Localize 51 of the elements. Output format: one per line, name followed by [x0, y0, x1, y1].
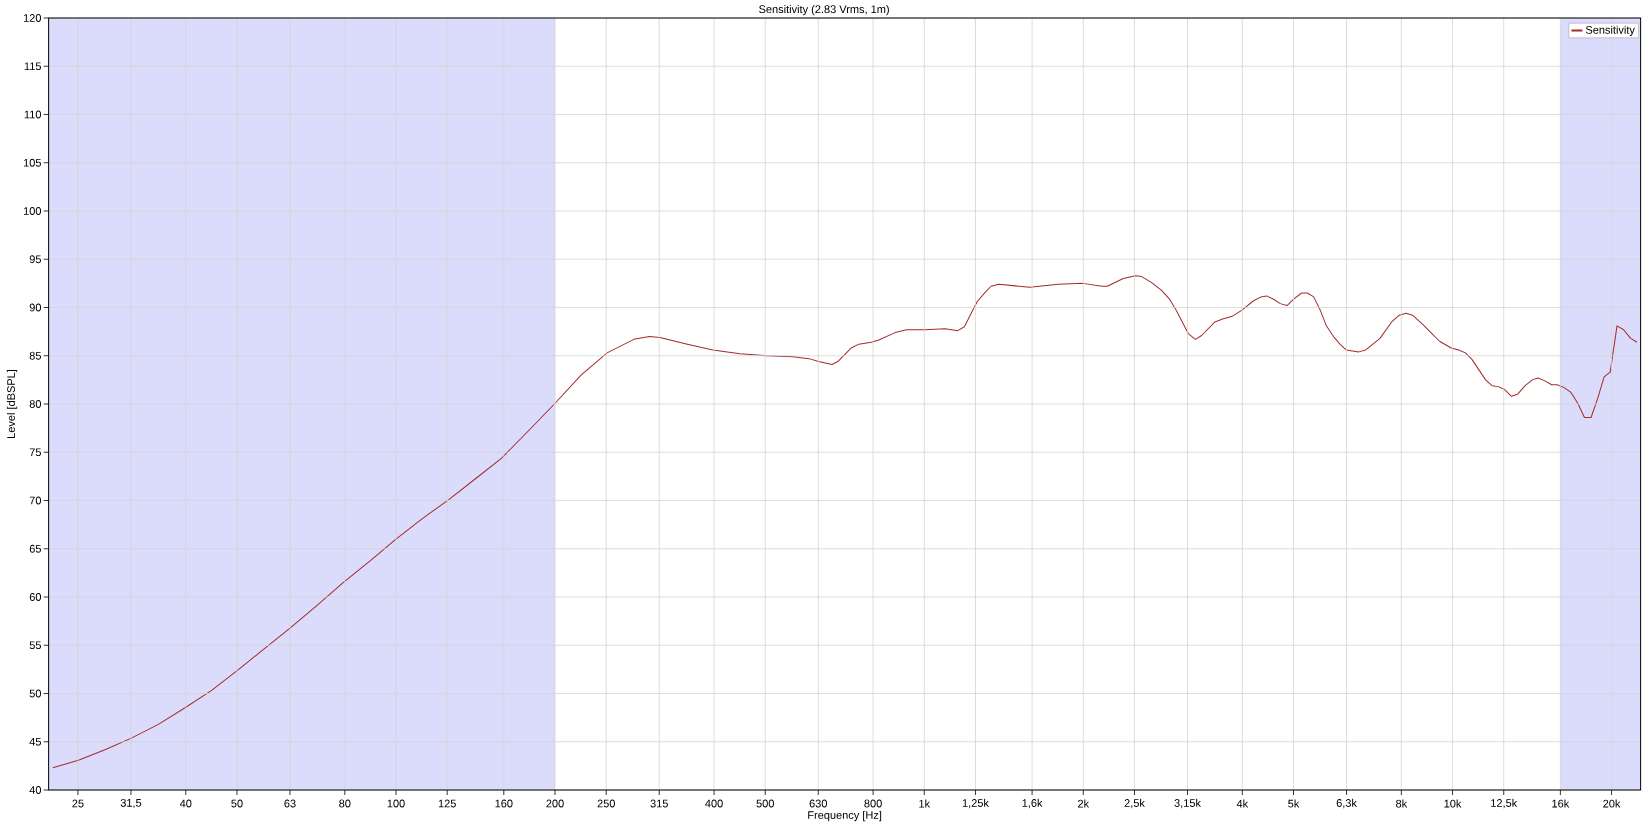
- y-tick-label: 70: [29, 496, 42, 505]
- x-tick-label: 10k: [1444, 799, 1462, 808]
- x-tick-label: 1,25k: [962, 798, 989, 809]
- y-tick-label: 110: [24, 110, 42, 119]
- x-tick-label: 800: [864, 799, 882, 808]
- x-tick-label: 80: [339, 799, 351, 808]
- x-tick-label: 1,6k: [1022, 798, 1043, 809]
- y-axis-title: Level [dBSPL]: [6, 369, 18, 438]
- x-tick-label: 200: [546, 799, 564, 808]
- x-tick-label: 160: [495, 799, 513, 808]
- y-tick-label: 120: [23, 14, 42, 22]
- x-tick-label: 4k: [1236, 799, 1249, 808]
- y-tick-label: 60: [29, 593, 42, 601]
- x-tick-label: 5k: [1288, 799, 1300, 808]
- y-tick-label: 100: [23, 207, 42, 215]
- x-tick-label: 3,15k: [1174, 798, 1201, 809]
- y-tick-label: 90: [29, 303, 42, 312]
- legend-label: Sensitivity: [1585, 25, 1635, 36]
- y-tick-label: 115: [24, 62, 41, 71]
- x-tick-label: 8k: [1396, 799, 1408, 808]
- y-tick-label: 40: [29, 786, 42, 794]
- x-tick-label: 63: [284, 799, 296, 808]
- x-tick-label: 125: [438, 799, 456, 808]
- x-tick-label: 400: [705, 799, 723, 808]
- y-tick-label: 85: [29, 351, 41, 360]
- y-tick-label: 95: [29, 255, 41, 264]
- x-tick-label: 25: [72, 799, 84, 808]
- y-tick-label: 55: [29, 641, 41, 650]
- x-tick-label: 630: [809, 799, 827, 808]
- x-tick-label: 2,5k: [1124, 798, 1145, 809]
- x-tick-label: 20k: [1603, 799, 1621, 808]
- x-tick-label: 50: [231, 799, 243, 808]
- chart-title: Sensitivity (2.83 Vrms, 1m): [759, 5, 889, 16]
- x-tick-label: 12,5k: [1491, 798, 1518, 809]
- x-tick-label: 1k: [919, 799, 931, 808]
- x-tick-label: 2k: [1078, 799, 1090, 808]
- x-tick-label: 500: [756, 799, 774, 808]
- y-tick-label: 105: [23, 158, 41, 167]
- x-tick-label: 16k: [1552, 799, 1570, 808]
- x-axis-title: Frequency [Hz]: [808, 810, 882, 822]
- y-tick-label: 50: [29, 689, 42, 698]
- y-tick-label: 75: [29, 448, 41, 457]
- y-tick-label: 45: [29, 737, 41, 746]
- x-tick-label: 100: [387, 799, 405, 808]
- x-tick-label: 6,3k: [1336, 798, 1357, 809]
- y-tick-label: 80: [29, 400, 42, 408]
- x-tick-label: 40: [179, 799, 192, 808]
- x-tick-label: 315: [650, 799, 668, 808]
- y-tick-label: 65: [29, 544, 41, 553]
- x-tick-label: 31,5: [120, 798, 142, 809]
- x-tick-label: 250: [597, 799, 615, 808]
